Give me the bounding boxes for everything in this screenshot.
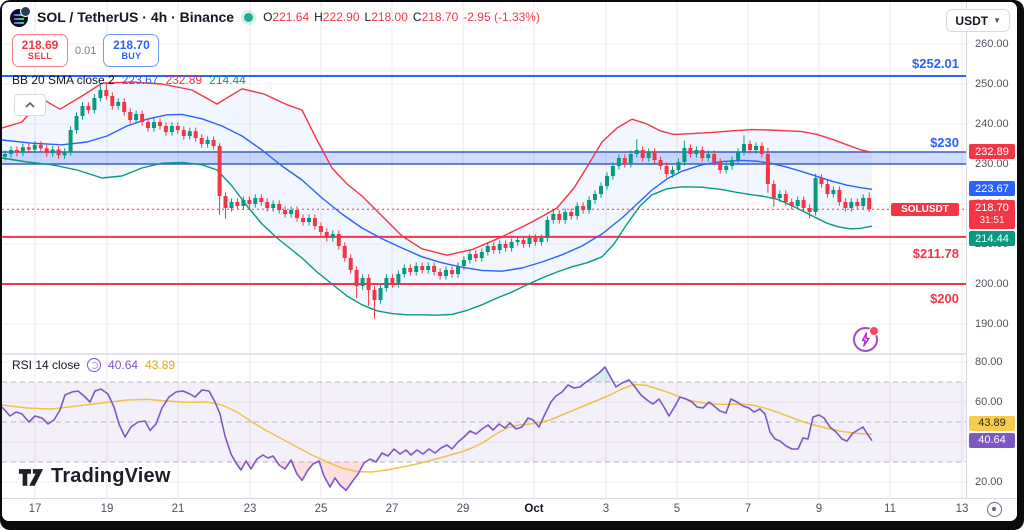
sell-button[interactable]: 218.69 SELL: [12, 34, 68, 67]
open-value: 221.64: [272, 10, 310, 24]
symbol-title: SOL / TetherUS · 4h · Binance: [37, 9, 235, 25]
axis-tick-label: 250.00: [975, 78, 1009, 90]
ohlc-readout: O221.64 H222.90 L218.00 C218.70 -2.95 (-…: [263, 10, 540, 24]
axis-tick-label: 190.00: [975, 318, 1009, 330]
time-tick-label: 11: [884, 503, 896, 515]
time-tick-label: 25: [314, 503, 328, 515]
time-tick-label: 19: [100, 503, 114, 515]
axis-tick-label: 240.00: [975, 118, 1009, 130]
bb-basis-value: 223.67: [121, 73, 159, 87]
axis-tick-label: 20.00: [975, 476, 1003, 488]
spread-value: 0.01: [75, 44, 97, 57]
bar-countdown: 31:51: [979, 215, 1005, 227]
chart-canvas[interactable]: [2, 2, 1017, 521]
chart-header[interactable]: SOL / TetherUS · 4h · Binance O221.64 H2…: [10, 6, 540, 27]
chevron-up-icon: [25, 102, 35, 108]
bb-legend-label: BB 20 SMA close 2: [12, 73, 115, 87]
level-label-252: $252.01: [912, 55, 959, 71]
axis-tick-label: 80.00: [975, 356, 1003, 368]
change-value: -2.95 (-1.33%): [463, 10, 540, 24]
time-tick-label: 5: [673, 503, 681, 515]
idea-bubble-icon: [20, 6, 31, 17]
currency-dropdown[interactable]: USDT ▼: [946, 9, 1010, 32]
rsi-legend[interactable]: RSI 14 close 40.64 43.89: [12, 358, 175, 372]
flash-ideas-button[interactable]: [853, 326, 879, 352]
axis-tick-label: 230.00: [975, 158, 1009, 170]
chevron-down-icon: ▼: [993, 16, 1001, 25]
time-tick-label: 9: [815, 503, 823, 515]
time-tick-label: 13: [955, 503, 969, 515]
axis-tick-label: 260.00: [975, 38, 1009, 50]
market-status-dot: [244, 12, 254, 22]
time-tick-label: Oct: [524, 503, 544, 515]
time-tick-label: 3: [602, 503, 610, 515]
level-label-230: $230: [930, 135, 959, 150]
level-label-211: $211.78: [912, 245, 959, 261]
lightning-icon: [861, 332, 870, 347]
tradingview-watermark[interactable]: TradingView: [18, 465, 171, 488]
time-tick-label: 17: [28, 503, 42, 515]
bb-legend[interactable]: BB 20 SMA close 2 223.67 232.89 214.44: [12, 73, 246, 87]
chart-root: SOL / TetherUS · 4h · Binance O221.64 H2…: [2, 2, 1017, 521]
time-axis[interactable]: 17 19 21 23 25 27 29 Oct 3 5 7 9 11 13: [2, 498, 1017, 521]
rsi-indicator-icon: [87, 358, 102, 372]
rsi-value: 40.64: [108, 358, 139, 372]
time-tick-label: 27: [385, 503, 399, 515]
high-value: 222.90: [322, 10, 360, 24]
rsi-badge: 40.64: [969, 432, 1015, 448]
bb-basis-badge: 223.67: [969, 181, 1015, 197]
time-tick-label: 23: [243, 503, 257, 515]
last-price-badge: 218.70 31:51: [969, 200, 1015, 230]
time-tick-label: 21: [171, 503, 185, 515]
bb-lower-badge: 214.44: [969, 231, 1015, 247]
close-value: 218.70: [421, 10, 459, 24]
level-label-200: $200: [930, 291, 959, 306]
rsi-ma-badge: 43.89: [969, 415, 1015, 431]
tradingview-logo-icon: [18, 469, 44, 486]
symbol-price-tag: SOLUSDT: [891, 202, 959, 216]
bb-upper-value: 232.89: [165, 73, 203, 87]
bb-upper-badge: 232.89: [969, 144, 1015, 160]
trade-widget: 218.69 SELL 0.01 218.70 BUY: [12, 34, 160, 67]
time-tick-label: 7: [744, 503, 752, 515]
solana-coin-icon: [10, 6, 31, 27]
go-to-realtime-button[interactable]: [987, 502, 1002, 517]
price-axis[interactable]: 20.0040.0060.0080.00190.00200.00210.0022…: [966, 2, 1017, 498]
notification-dot: [869, 326, 879, 336]
axis-tick-label: 60.00: [975, 396, 1003, 408]
bb-lower-value: 214.44: [209, 73, 246, 87]
axis-tick-label: 200.00: [975, 278, 1009, 290]
collapse-legend-button[interactable]: [14, 94, 46, 116]
rsi-legend-label: RSI 14 close: [12, 358, 81, 372]
watermark-text: TradingView: [51, 465, 171, 487]
time-tick-label: 29: [456, 503, 470, 515]
low-value: 218.00: [371, 10, 408, 24]
buy-button[interactable]: 218.70 BUY: [103, 34, 160, 67]
rsi-ma-value: 43.89: [145, 358, 176, 372]
